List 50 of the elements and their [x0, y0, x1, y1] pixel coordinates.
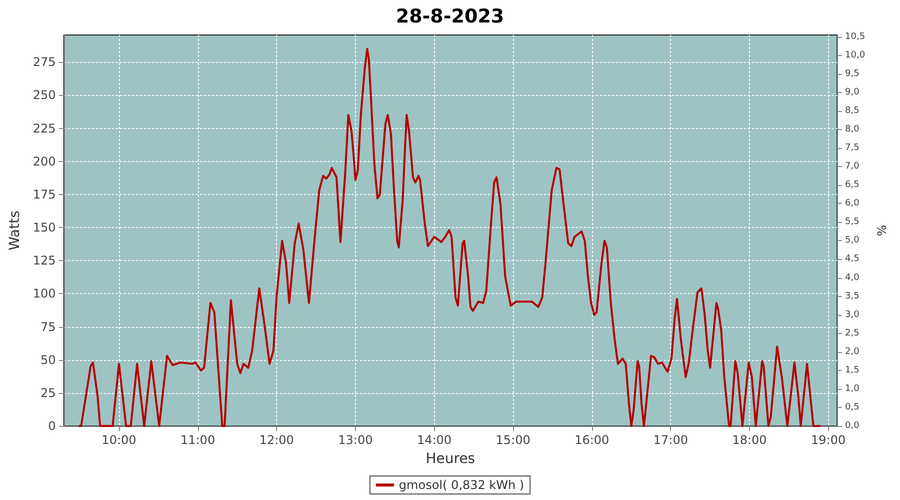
y2-tick-label: 4,5: [845, 254, 860, 264]
y-tick-label: 75: [40, 320, 56, 334]
y-tick-label: 175: [32, 187, 56, 202]
y2-tick-label: 8,5: [845, 106, 860, 116]
y-tick-label: 150: [32, 220, 56, 235]
x-tick-label: 12:00: [259, 433, 294, 447]
x-tick-label: 15:00: [496, 433, 530, 447]
y2-tick-label: 9,5: [845, 68, 860, 79]
y2-tick-label: 1,0: [845, 384, 860, 394]
chart-title: 28-8-2023: [396, 6, 504, 28]
y2-tick-label: 9,0: [845, 87, 860, 98]
x-axis-title: Heures: [426, 451, 476, 467]
y2-tick-label: 6,5: [845, 180, 860, 190]
y2-tick-label: 10,0: [845, 50, 866, 60]
x-tick-label: 10:00: [102, 433, 136, 447]
y2-tick-label: 6,0: [845, 198, 860, 209]
y-tick-label: 25: [40, 386, 56, 400]
y-tick-label: 125: [32, 254, 56, 268]
y2-tick-label: 0,0: [845, 421, 860, 431]
y-tick-label: 225: [32, 121, 56, 136]
y-tick-label: 50: [40, 352, 56, 367]
x-tick-label: 13:00: [338, 433, 373, 447]
y2-tick-label: 3,0: [845, 310, 860, 320]
x-tick-label: 16:00: [574, 433, 610, 447]
x-tick-label: 19:00: [811, 433, 846, 447]
y2-tick-label: 7,0: [845, 162, 860, 172]
x-tick-label: 17:00: [653, 433, 688, 447]
x-tick-label: 14:00: [416, 433, 452, 447]
y2-tick-label: 5,5: [845, 217, 860, 228]
y2-tick-label: 4,0: [845, 272, 860, 283]
y-tick-label: 275: [32, 55, 56, 70]
y2-tick-label: 5,0: [845, 236, 860, 246]
y2-tick-label: 3,5: [845, 291, 860, 302]
y2-tick-label: 8,0: [845, 124, 860, 135]
y2-tick-label: 0,5: [845, 402, 860, 412]
y2-axis-title: %: [874, 224, 889, 236]
line-series: [78, 48, 822, 427]
y2-tick-label: 2,0: [845, 346, 860, 357]
y2-tick-label: 1,5: [845, 365, 860, 376]
y2-tick-label: 7,5: [845, 143, 860, 154]
y-axis-title: Watts: [7, 210, 23, 250]
y-tick-label: 100: [32, 286, 56, 301]
y-tick-label: 200: [32, 154, 56, 168]
x-tick-label: 18:00: [732, 433, 767, 447]
x-tick-label: 11:00: [180, 433, 216, 447]
y2-tick-label: 2,5: [845, 328, 860, 338]
y-tick-label: 250: [32, 88, 56, 102]
y2-tick-label: 10,5: [845, 32, 866, 42]
y-tick-label: 0: [48, 419, 56, 433]
legend-label: gmosol( 0,832 kWh ): [398, 478, 524, 492]
